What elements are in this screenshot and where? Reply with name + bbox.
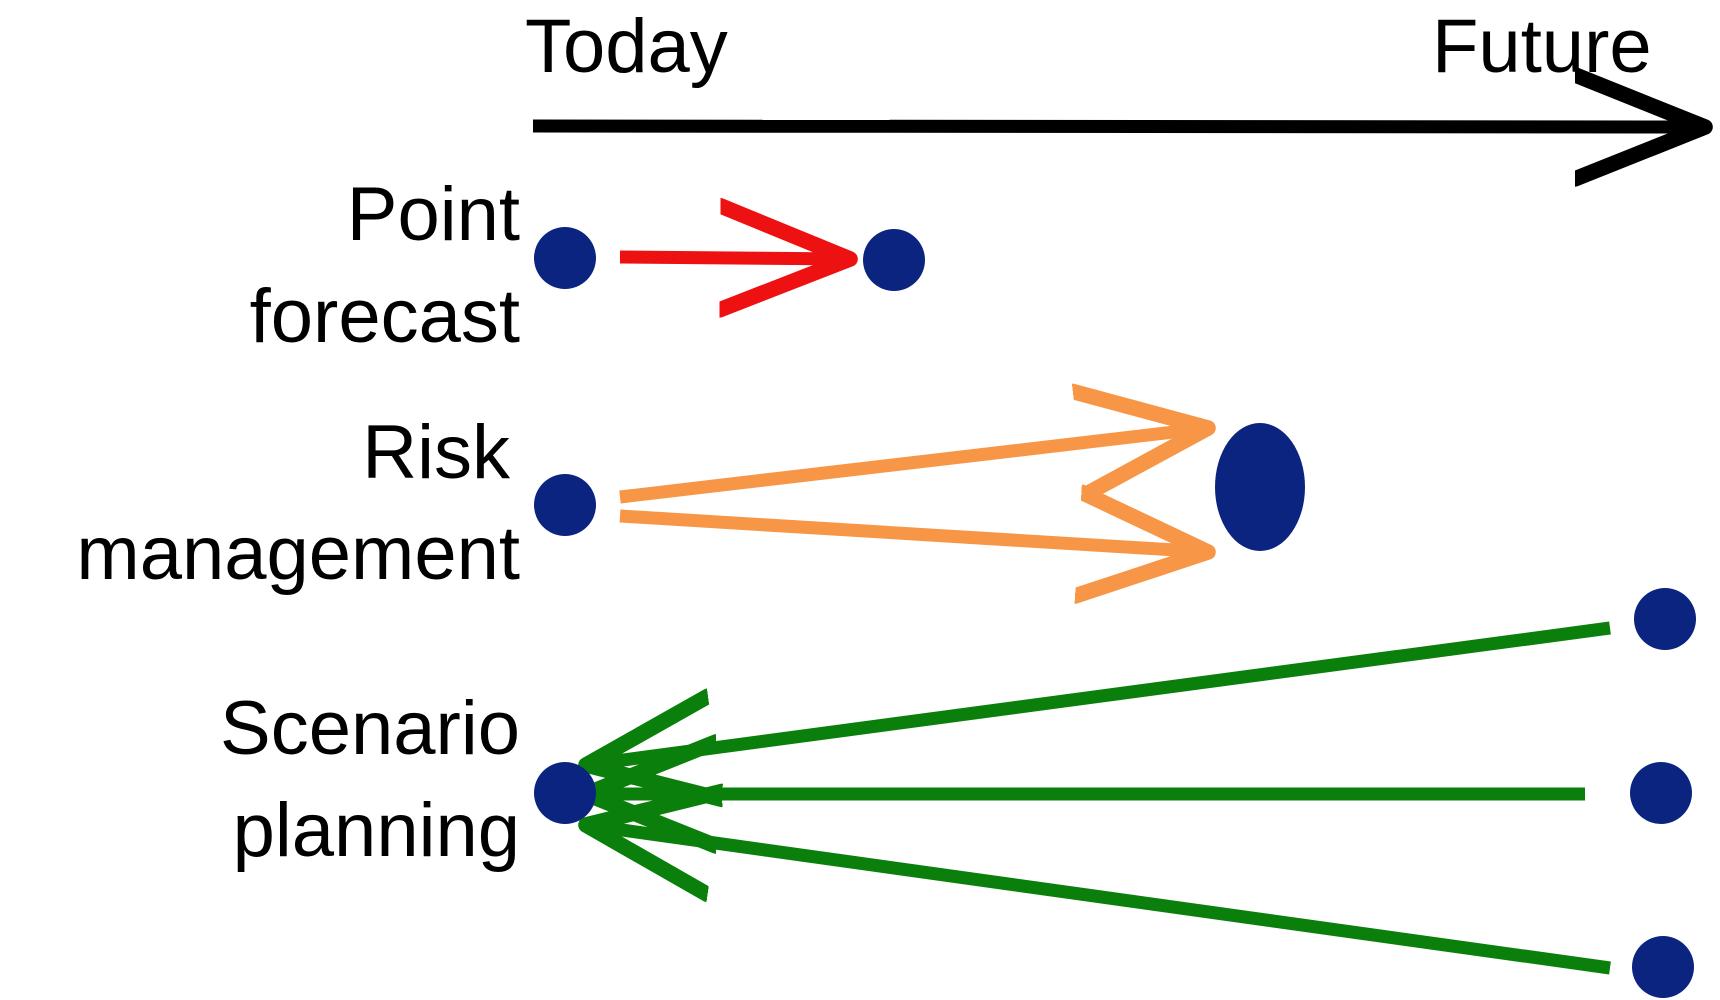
scenario-future-dot-lower <box>1632 936 1694 998</box>
row-scenario-planning-label-line2: planning <box>232 788 520 873</box>
timeline-start-label: Today <box>525 4 728 89</box>
risk-arrow-upper <box>619 428 1208 504</box>
scenario-future-dot-upper <box>1634 588 1696 650</box>
scenario-today-dot <box>534 762 596 824</box>
scenario-arrow-lower <box>586 825 1611 975</box>
row-risk-management-label-line2: management <box>76 511 520 596</box>
risk-arrow-lower <box>619 516 1208 552</box>
row-scenario-planning-label-line1: Scenario <box>220 686 520 771</box>
point-forecast-end-dot <box>863 229 925 291</box>
row-risk-management-label-line1: Risk <box>362 410 510 495</box>
scenario-future-dot-middle <box>1630 762 1692 824</box>
scenario-arrow-upper <box>586 621 1611 765</box>
row-point-forecast-label-line1: Point <box>346 172 520 257</box>
timeline-arrow <box>532 126 1705 127</box>
risk-distribution-ellipse <box>1215 423 1305 551</box>
point-forecast-start-dot <box>534 227 596 289</box>
point-forecast-arrow <box>619 257 850 259</box>
risk-start-dot <box>534 474 596 536</box>
row-point-forecast-label-line2: forecast <box>249 274 520 359</box>
